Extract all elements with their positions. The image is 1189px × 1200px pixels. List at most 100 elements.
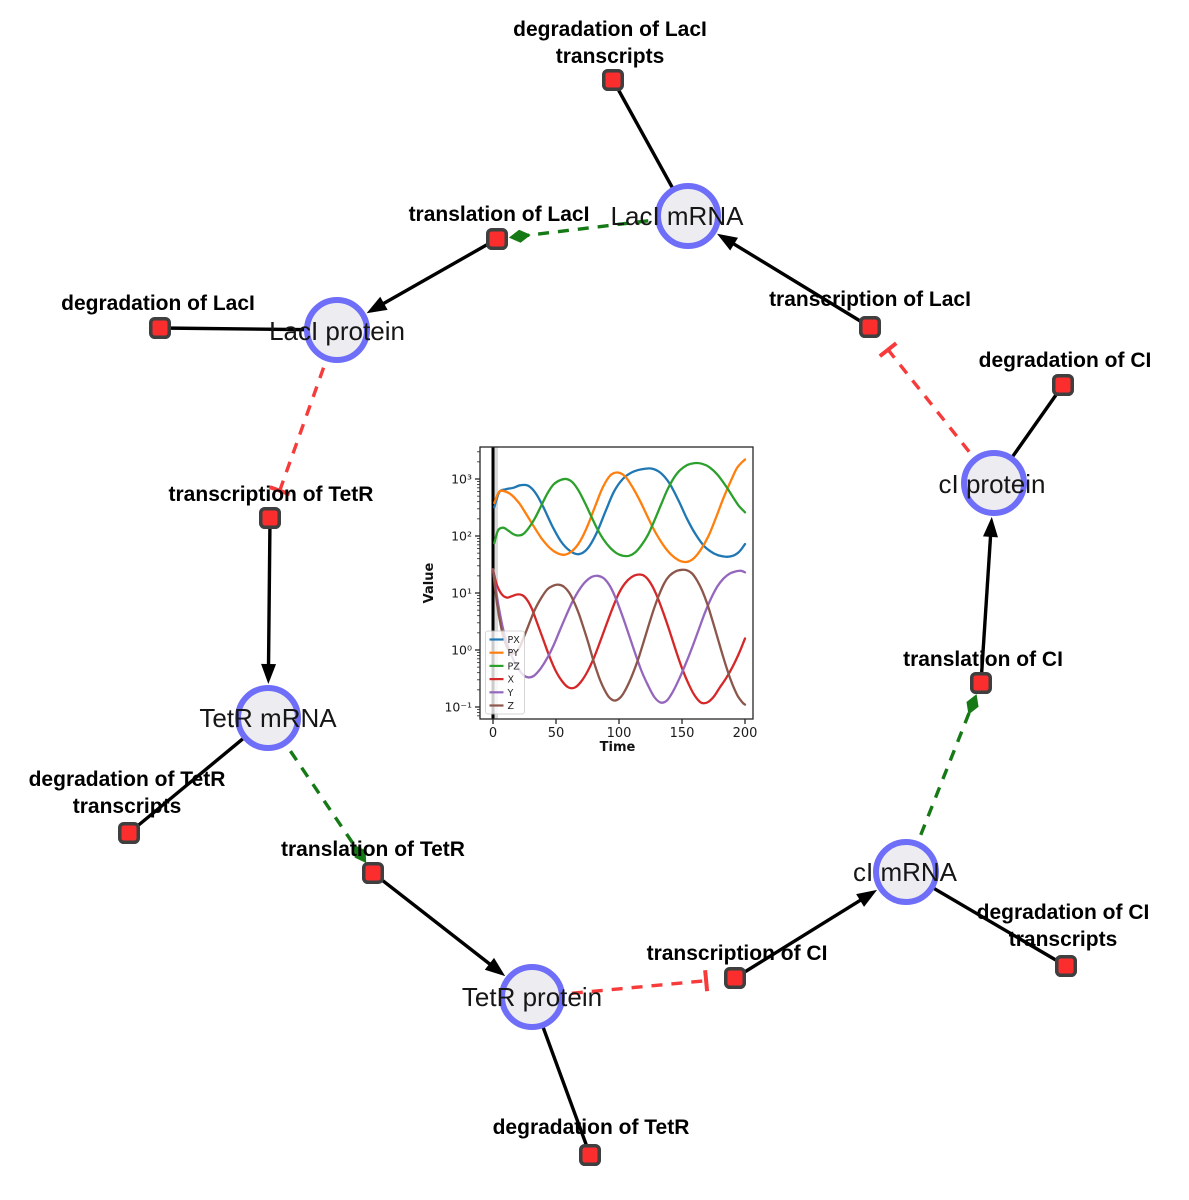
edge-product-transcription-of-laci-laci-mrna [717, 233, 871, 329]
reaction-label-line: degradation of TetR [493, 1116, 690, 1139]
x-tick-label: 0 [489, 726, 497, 741]
species-node-ci-mrna [873, 839, 939, 905]
species-node-laci-protein [304, 297, 370, 363]
edge-product-translation-of-laci-laci-protein [366, 237, 498, 314]
series-line-pz [493, 461, 747, 558]
reaction-label-line: translation of TetR [281, 838, 465, 861]
chart-series-layer [491, 458, 747, 706]
x-tick-label: 200 [733, 726, 758, 741]
reaction-label-degradation-of-laci: degradation of LacI [61, 292, 255, 315]
edge-product-transcription-of-ci-ci-mrna [734, 889, 878, 980]
reaction-label-translation-of-ci: translation of CI [903, 648, 1063, 671]
reaction-label-line: transcripts [73, 795, 182, 818]
x-axis-label: Time [600, 740, 636, 755]
activation-diamond [353, 844, 367, 864]
reaction-label-transcription-of-ci: transcription of CI [647, 942, 828, 965]
x-tick-label: 100 [607, 726, 632, 741]
plot-frame [479, 446, 754, 720]
reaction-node-transcription-of-laci [859, 316, 881, 338]
y-tick-label: 10² [451, 529, 472, 544]
reaction-node-degradation-of-tetr-transcripts [118, 822, 140, 844]
reaction-node-transcription-of-tetr [259, 507, 281, 529]
y-tick-label: 10¹ [451, 586, 472, 601]
species-node-laci-mrna [655, 183, 721, 249]
reaction-label-degradation-of-laci-transcripts: degradation of LacI transcripts [513, 18, 707, 68]
reaction-node-degradation-of-tetr [579, 1144, 601, 1166]
inhibition-tee [703, 970, 710, 992]
reaction-label-line: degradation of TetR [29, 768, 226, 791]
inhibition-tee [878, 341, 898, 358]
arrowhead [856, 889, 878, 907]
legend-label-y: Y [507, 688, 514, 699]
legend-label-py: PY [508, 648, 520, 659]
species-node-tetr-protein [499, 964, 565, 1030]
legend-label-px: PX [508, 635, 521, 646]
species-label-tetr-protein: TetR protein [462, 982, 602, 1012]
chart-legend: PX PY PZ XYZ [485, 630, 525, 715]
reaction-label-degradation-of-tetr: degradation of TetR [493, 1116, 690, 1139]
arrowhead [983, 516, 998, 538]
reaction-label-degradation-of-ci: degradation of CI [979, 349, 1152, 372]
reaction-label-line: translation of CI [903, 648, 1063, 671]
y-tick-label: 10³ [451, 472, 472, 487]
reaction-label-degradation-of-tetr-transcripts: degradation of TetR transcripts [29, 768, 226, 818]
label-layer: degradation of LacI transcripts translatio… [29, 18, 1152, 1139]
species-node-tetr-mrna [235, 685, 301, 751]
reaction-label-line: transcription of LacI [769, 288, 971, 311]
reaction-node-translation-of-tetr [362, 862, 384, 884]
arrowhead [261, 663, 277, 685]
reaction-label-line: degradation of LacI [513, 18, 707, 41]
activation-diamond [966, 694, 979, 715]
inset-chart: 0 50 100 150 20010⁻¹10⁰10¹10²10³TimeValuePXP… [422, 446, 758, 755]
series-line-px [493, 467, 747, 558]
edge-product-transcription-of-tetr-tetr-mrna [261, 517, 277, 685]
species-node-ci-protein [961, 450, 1027, 516]
species-label-ci-mrna: cI mRNA [853, 857, 958, 887]
edge-product-translation-of-tetr-tetr-protein [371, 871, 506, 977]
reaction-label-degradation-of-ci-transcripts: degradation of CI transcripts [977, 901, 1150, 951]
arrowhead [484, 957, 506, 977]
reaction-node-degradation-of-ci-transcripts [1055, 955, 1077, 977]
reaction-label-transcription-of-tetr: transcription of TetR [169, 483, 374, 506]
species-label-laci-protein: LacI protein [269, 316, 405, 346]
reaction-node-translation-of-ci [970, 672, 992, 694]
y-tick-label: 10⁻¹ [444, 700, 472, 715]
legend-label-pz: PZ [508, 661, 521, 672]
reaction-label-line: transcription of TetR [169, 483, 374, 506]
species-label-ci-protein: cI protein [939, 469, 1046, 499]
reaction-node-degradation-of-laci [149, 317, 171, 339]
reaction-label-line: transcripts [556, 45, 665, 68]
inhibition-tee [269, 485, 291, 497]
y-tick-label: 10⁰ [451, 643, 472, 658]
x-tick-label: 50 [548, 726, 565, 741]
y-axis-label: Value [422, 562, 437, 603]
arrowhead [717, 233, 739, 251]
reaction-label-line: degradation of LacI [61, 292, 255, 315]
reaction-label-translation-of-tetr: translation of TetR [281, 838, 465, 861]
legend-label-x: X [508, 675, 515, 686]
reaction-node-degradation-of-laci-transcripts [602, 69, 624, 91]
reaction-node-translation-of-laci [486, 228, 508, 250]
species-node-layer [235, 183, 1027, 1030]
series-line-x [491, 568, 747, 705]
reaction-label-line: transcription of CI [647, 942, 828, 965]
x-tick-label: 150 [670, 726, 695, 741]
reaction-label-line: transcripts [1009, 928, 1118, 951]
edge-product-translation-of-ci-ci-protein [979, 516, 998, 684]
series-line-y [491, 568, 747, 704]
series-line-py [493, 458, 747, 564]
reaction-node-degradation-of-ci [1052, 374, 1074, 396]
activation-diamond [508, 229, 531, 243]
reaction-node-transcription-of-ci [724, 967, 746, 989]
series-line-z [491, 568, 747, 706]
reaction-label-transcription-of-laci: transcription of LacI [769, 288, 971, 311]
species-label-laci-mrna: LacI mRNA [611, 201, 745, 231]
reaction-label-translation-of-laci: translation of LacI [409, 203, 590, 226]
arrowhead [366, 296, 388, 314]
species-label-tetr-mrna: TetR mRNA [199, 703, 337, 733]
legend-label-z: Z [508, 701, 515, 712]
reaction-label-line: degradation of CI [979, 349, 1152, 372]
reaction-label-line: degradation of CI [977, 901, 1150, 924]
